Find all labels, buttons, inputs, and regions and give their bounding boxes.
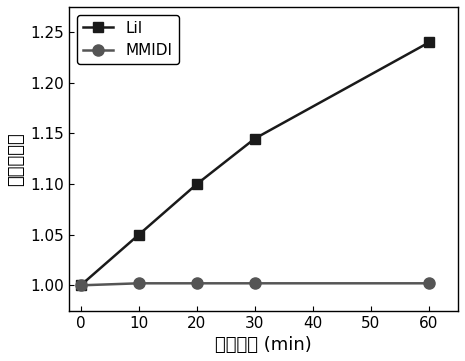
MMIDI (252, 281, 258, 286)
LiI (136, 232, 141, 237)
LiI (252, 136, 258, 141)
LiI (194, 182, 199, 186)
X-axis label: 暴露时间 (min): 暴露时间 (min) (215, 336, 312, 354)
Line: MMIDI: MMIDI (75, 278, 435, 291)
LiI (426, 40, 432, 44)
Y-axis label: 归一化质量: 归一化质量 (7, 132, 25, 186)
MMIDI (426, 281, 432, 286)
MMIDI (194, 281, 199, 286)
Line: LiI: LiI (76, 38, 434, 290)
MMIDI (78, 283, 84, 287)
MMIDI (136, 281, 141, 286)
Legend: LiI, MMIDI: LiI, MMIDI (77, 14, 179, 65)
LiI (78, 283, 84, 287)
